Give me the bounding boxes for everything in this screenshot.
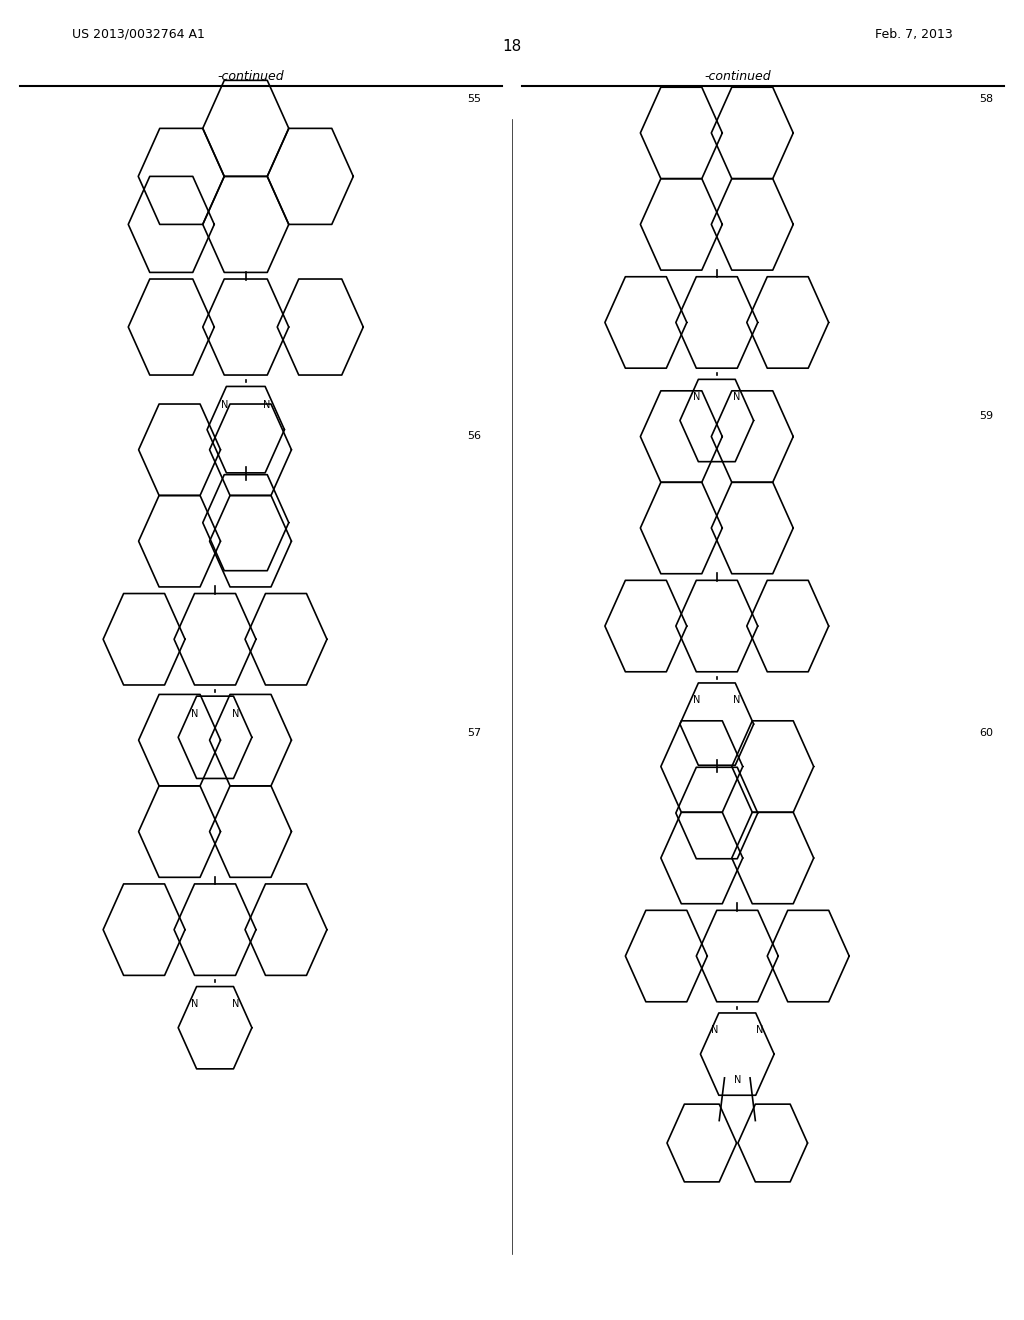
Text: N: N xyxy=(733,392,740,401)
Text: N: N xyxy=(693,696,700,705)
Text: 60: 60 xyxy=(979,727,993,738)
Text: N: N xyxy=(733,696,740,705)
Text: 59: 59 xyxy=(979,411,993,421)
Text: N: N xyxy=(263,400,270,409)
Text: 56: 56 xyxy=(467,430,481,441)
Text: 58: 58 xyxy=(979,94,993,104)
Text: US 2013/0032764 A1: US 2013/0032764 A1 xyxy=(72,28,205,41)
Text: 57: 57 xyxy=(467,727,481,738)
Text: 18: 18 xyxy=(503,38,521,54)
Text: N: N xyxy=(712,1026,719,1035)
Text: N: N xyxy=(693,392,700,401)
Text: 55: 55 xyxy=(467,94,481,104)
Text: N: N xyxy=(733,1076,741,1085)
Text: Feb. 7, 2013: Feb. 7, 2013 xyxy=(874,28,952,41)
Text: N: N xyxy=(231,999,239,1008)
Text: -continued: -continued xyxy=(217,70,285,83)
Text: -continued: -continued xyxy=(703,70,771,83)
Text: N: N xyxy=(756,1026,763,1035)
Text: N: N xyxy=(191,709,199,718)
Text: N: N xyxy=(231,709,239,718)
Text: N: N xyxy=(221,400,228,409)
Text: N: N xyxy=(191,999,199,1008)
